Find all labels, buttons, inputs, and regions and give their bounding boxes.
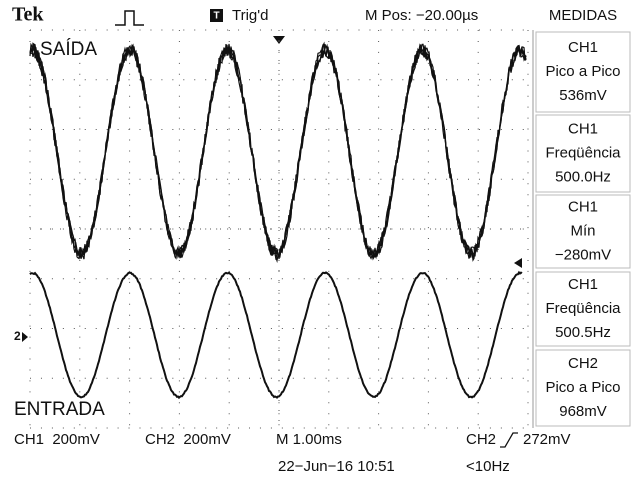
measurement-value: 536mV <box>559 87 607 104</box>
panel-title: MEDIDAS <box>549 7 617 24</box>
oscilloscope-screen: Tek T Trig'd M Pos: −20.00µs MEDIDAS SAÍ… <box>0 0 631 482</box>
measurement-name: Pico a Pico <box>545 63 620 80</box>
measurement-name: Freqüência <box>545 300 621 317</box>
date-time: 22−Jun−16 10:51 <box>278 458 395 475</box>
measurement-channel: CH1 <box>568 39 598 56</box>
ch2-marker: 2 <box>14 329 21 343</box>
timebase: M 1.00ms <box>276 431 342 448</box>
brand: Tek <box>12 4 44 26</box>
input-label: ENTRADA <box>14 399 105 420</box>
measurement-name: Mín <box>570 222 595 239</box>
measurement-channel: CH1 <box>568 276 598 293</box>
measurement-value: 968mV <box>559 403 607 420</box>
position: M Pos: −20.00µs <box>365 7 478 24</box>
measurement-name: Pico a Pico <box>545 379 620 396</box>
measurement-name: Freqüência <box>545 144 621 161</box>
measurement-channel: CH1 <box>568 120 598 137</box>
trigger-icon: T <box>213 11 219 22</box>
ch1-scale: CH1 200mV <box>14 431 100 448</box>
measurement-value: 500.0Hz <box>555 168 611 185</box>
measurement-value: 500.5Hz <box>555 324 611 341</box>
trigger-source: CH2 <box>466 431 496 448</box>
ch2-scale: CH2 200mV <box>145 431 231 448</box>
trigger-level: 272mV <box>523 431 571 448</box>
measurement-channel: CH1 <box>568 198 598 215</box>
output-label: SAÍDA <box>40 39 97 60</box>
frequency: <10Hz <box>466 458 510 475</box>
trigger-status: Trig'd <box>232 7 268 24</box>
measurement-value: −280mV <box>555 246 611 263</box>
measurement-channel: CH2 <box>568 355 598 372</box>
